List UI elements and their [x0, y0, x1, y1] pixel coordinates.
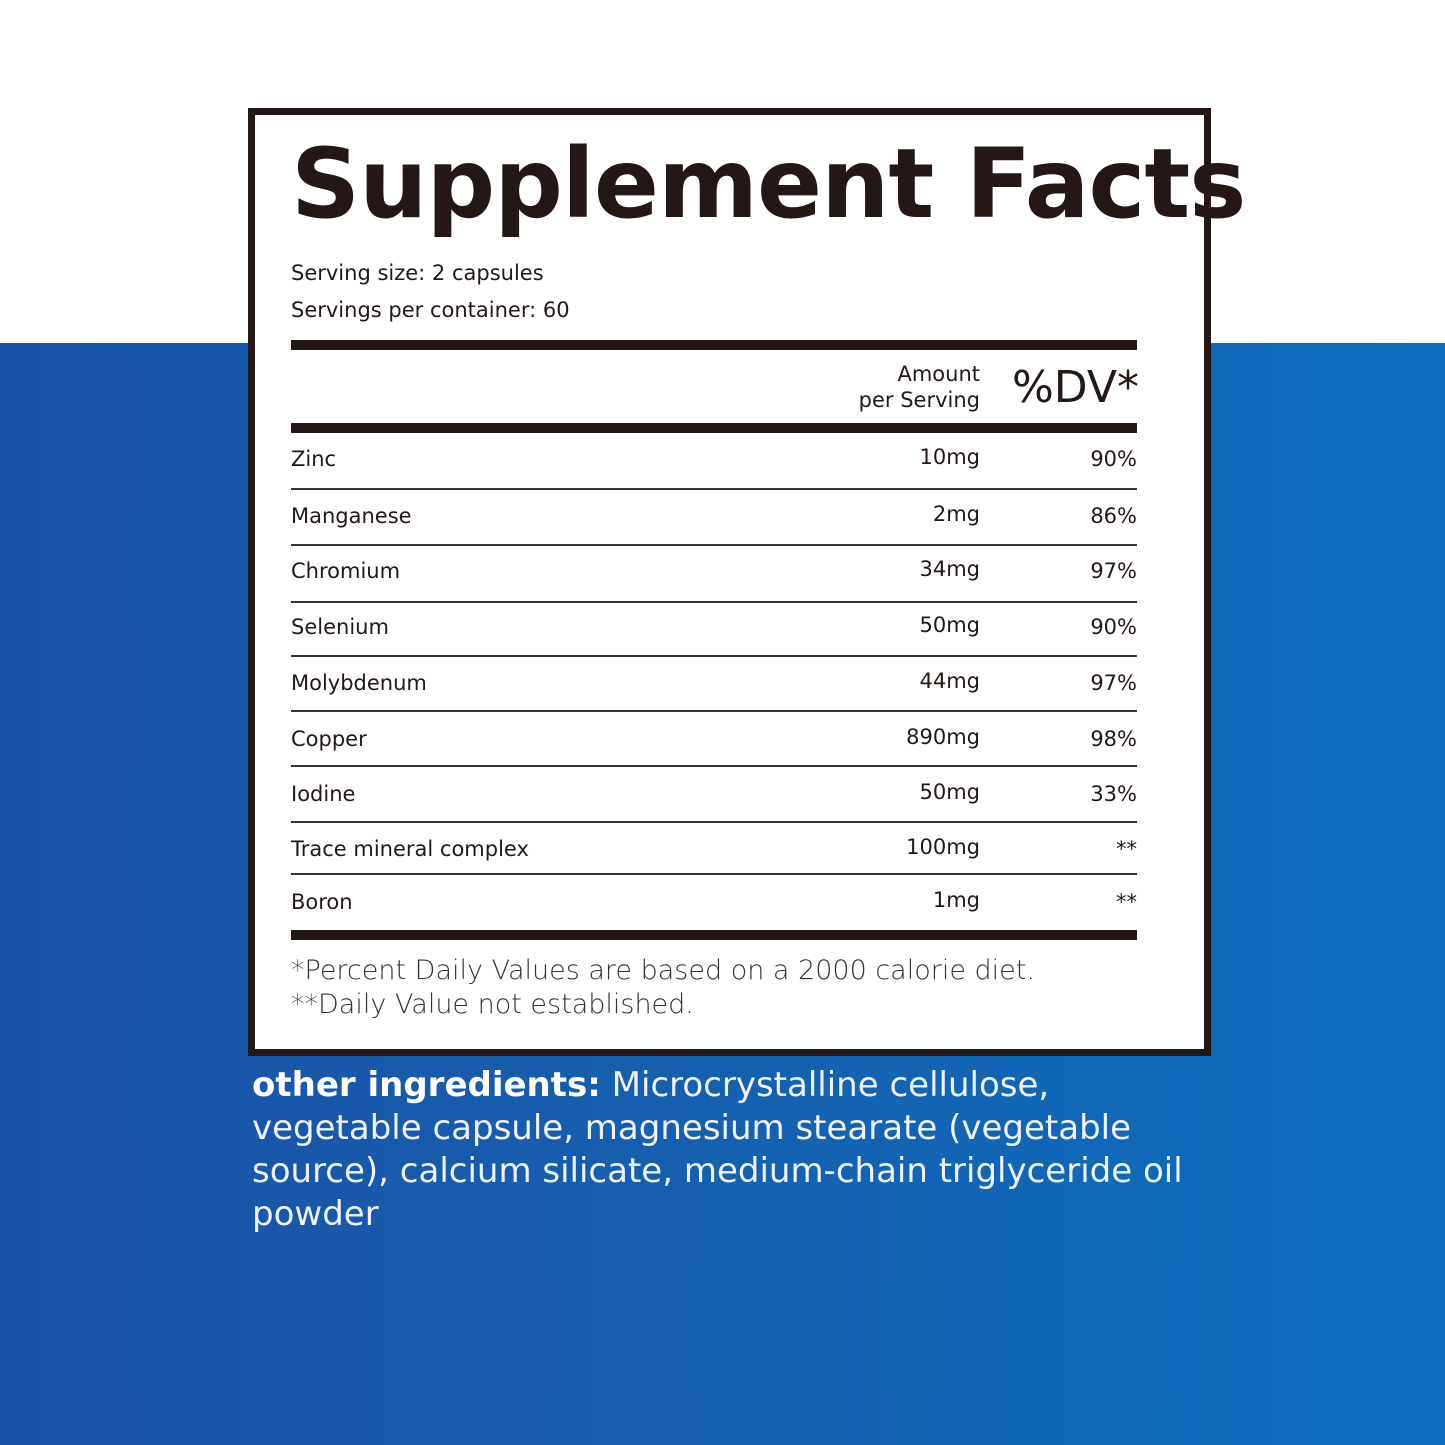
- nutrient-amount: 10mg: [919, 445, 980, 469]
- row-divider: [291, 655, 1137, 657]
- nutrient-amount: 890mg: [906, 725, 980, 749]
- nutrient-dv: 98%: [1090, 727, 1137, 751]
- nutrient-name: Chromium: [291, 559, 401, 583]
- divider-thick: [291, 423, 1137, 433]
- nutrient-name: Zinc: [291, 447, 337, 471]
- nutrient-amount: 50mg: [919, 780, 980, 804]
- nutrient-row: Copper 890mg 98%: [291, 725, 1137, 757]
- dv-header: %DV*: [1011, 362, 1139, 413]
- amount-header-line2: per Serving: [858, 388, 980, 412]
- divider-thick: [291, 930, 1137, 940]
- row-divider: [291, 601, 1137, 603]
- footnote-not-established: **Daily Value not established.: [291, 989, 694, 1020]
- row-divider: [291, 873, 1137, 875]
- nutrient-name: Molybdenum: [291, 671, 427, 695]
- nutrient-amount: 34mg: [919, 557, 980, 581]
- serving-size: Serving size: 2 capsules: [291, 261, 544, 285]
- other-ingredients-text: Microcrystalline cellulose, vegetable ca…: [252, 1065, 1183, 1234]
- nutrient-row: Boron 1mg **: [291, 888, 1137, 920]
- nutrient-dv: 86%: [1090, 504, 1137, 528]
- nutrient-row: Manganese 2mg 86%: [291, 502, 1137, 534]
- row-divider: [291, 765, 1137, 767]
- other-ingredients: other ingredients: Microcrystalline cell…: [252, 1064, 1212, 1236]
- nutrient-row: Trace mineral complex 100mg **: [291, 835, 1137, 867]
- divider-thick: [291, 340, 1137, 350]
- amount-header-line1: Amount: [897, 362, 980, 386]
- nutrient-dv: 33%: [1090, 782, 1137, 806]
- nutrient-dv: 90%: [1090, 615, 1137, 639]
- nutrient-dv: 90%: [1090, 447, 1137, 471]
- amount-header: Amount per Serving: [859, 361, 980, 413]
- nutrient-amount: 2mg: [932, 502, 980, 526]
- nutrient-row: Chromium 34mg 97%: [291, 557, 1137, 589]
- nutrient-amount: 50mg: [919, 613, 980, 637]
- nutrient-row: Selenium 50mg 90%: [291, 613, 1137, 645]
- nutrient-name: Iodine: [291, 782, 356, 806]
- nutrient-amount: 1mg: [932, 888, 980, 912]
- nutrient-name: Copper: [291, 727, 367, 751]
- nutrient-dv: **: [1116, 837, 1137, 861]
- nutrient-amount: 100mg: [906, 835, 980, 859]
- nutrient-amount: 44mg: [919, 669, 980, 693]
- panel-title: Supplement Facts: [291, 128, 1246, 240]
- nutrient-name: Selenium: [291, 615, 389, 639]
- footnote-dv: *Percent Daily Values are based on a 200…: [291, 955, 1035, 986]
- supplement-facts-panel: [248, 108, 1211, 1056]
- row-divider: [291, 710, 1137, 712]
- nutrient-name: Trace mineral complex: [291, 837, 529, 861]
- nutrient-name: Boron: [291, 890, 353, 914]
- nutrient-row: Molybdenum 44mg 97%: [291, 669, 1137, 701]
- servings-per-container: Servings per container: 60: [291, 298, 570, 322]
- nutrient-row: Zinc 10mg 90%: [291, 445, 1137, 477]
- nutrient-dv: 97%: [1090, 671, 1137, 695]
- row-divider: [291, 821, 1137, 823]
- nutrient-dv: **: [1116, 890, 1137, 914]
- nutrient-name: Manganese: [291, 504, 412, 528]
- other-ingredients-label: other ingredients:: [252, 1065, 601, 1105]
- nutrient-dv: 97%: [1090, 559, 1137, 583]
- row-divider: [291, 544, 1137, 546]
- nutrient-row: Iodine 50mg 33%: [291, 780, 1137, 812]
- row-divider: [291, 488, 1137, 490]
